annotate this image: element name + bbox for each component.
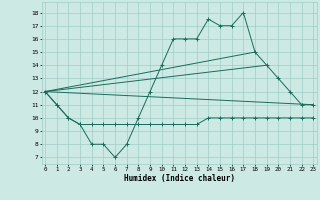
X-axis label: Humidex (Indice chaleur): Humidex (Indice chaleur) bbox=[124, 174, 235, 183]
